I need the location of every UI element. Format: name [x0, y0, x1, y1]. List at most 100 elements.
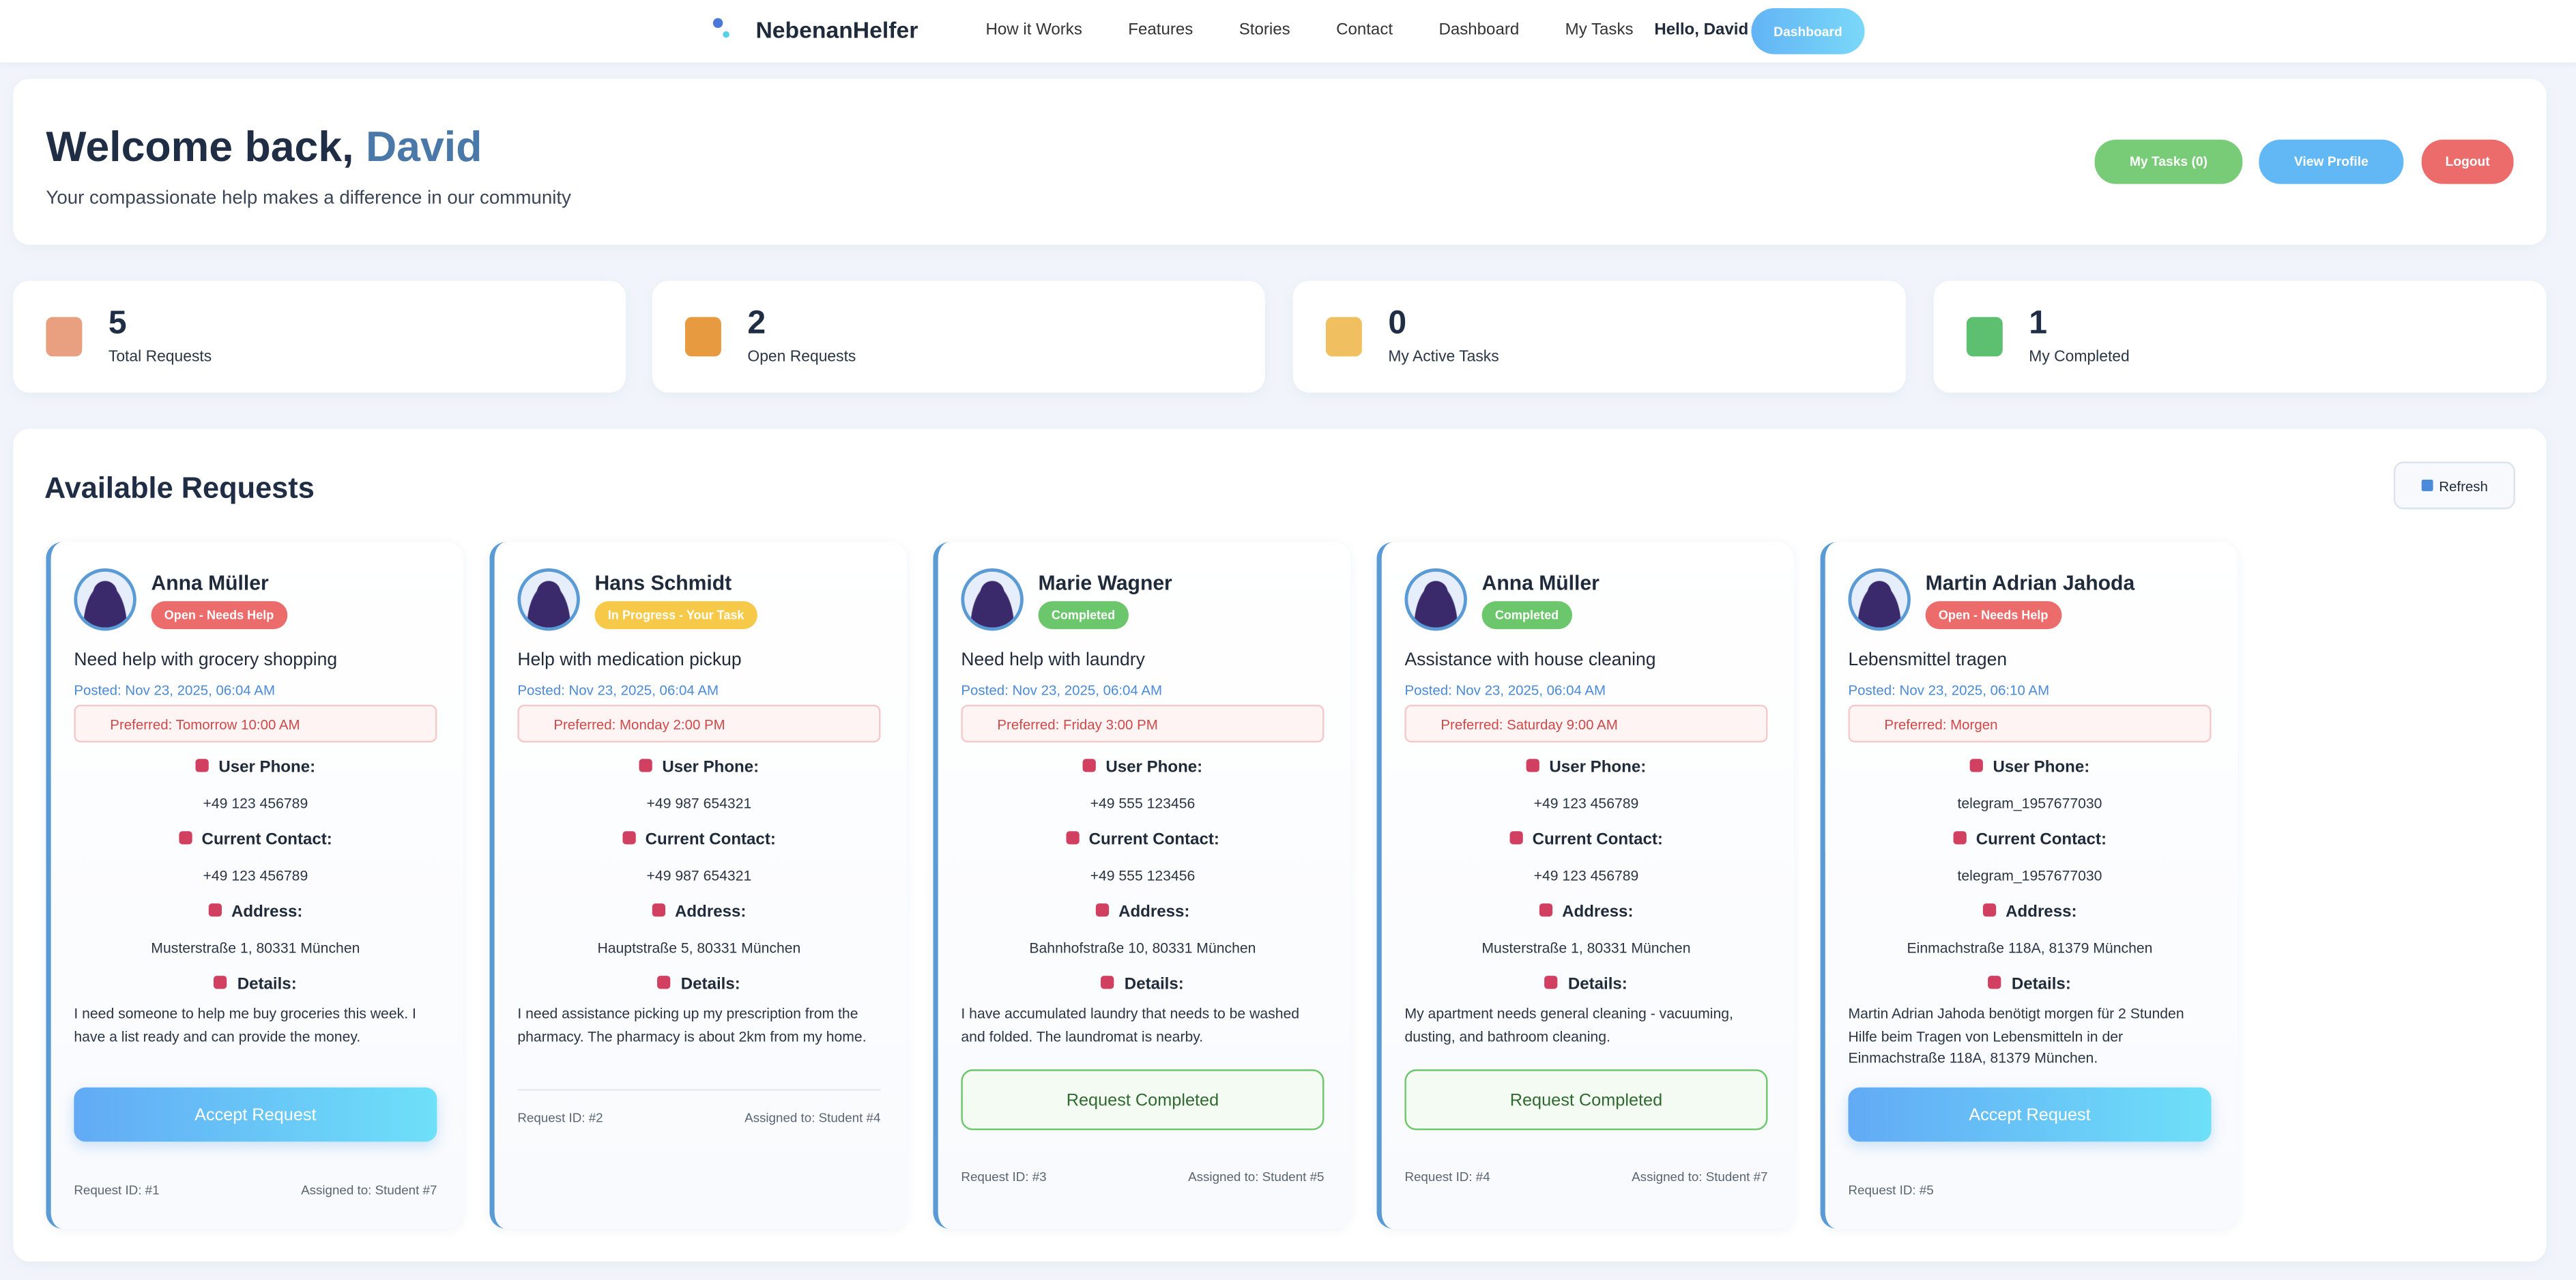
- field-value: Musterstraße 1, 80331 München: [1481, 940, 1691, 957]
- field-label: Details:: [1848, 976, 2211, 995]
- request-title: Help with medication pickup: [517, 650, 742, 671]
- request-id: Request ID: #4: [1404, 1169, 1490, 1184]
- divider: [517, 1089, 881, 1091]
- welcome-text: Welcome back,: [46, 121, 354, 171]
- avatar: [74, 568, 136, 631]
- stat-label: Total Requests: [108, 348, 212, 366]
- stat-card: 0 My Active Tasks: [1292, 280, 1906, 393]
- nav-link[interactable]: Stories: [1239, 21, 1290, 40]
- field-value: Bahnhofstraße 10, 80331 München: [1029, 940, 1256, 957]
- field-label: User Phone:: [1848, 759, 2211, 779]
- posted-date: Posted: Nov 23, 2025, 06:04 AM: [1404, 682, 1606, 699]
- requester-name: Marie Wagner: [1038, 570, 1172, 594]
- request-id: Request ID: #1: [74, 1182, 160, 1198]
- request-id: Request ID: #3: [961, 1169, 1047, 1184]
- field-label: Address:: [517, 903, 880, 923]
- request-card: Hans Schmidt In Progress - Your Task Help …: [489, 542, 907, 1229]
- nav-link[interactable]: Features: [1128, 21, 1193, 40]
- requester-name: Martin Adrian Jahoda: [1925, 570, 2135, 594]
- stat-value: 2: [747, 305, 766, 342]
- request-title: Need help with laundry: [961, 650, 1145, 671]
- field-value: +49 123 456789: [1533, 795, 1639, 812]
- stat-label: Open Requests: [747, 348, 856, 366]
- welcome-panel: Welcome back, David Your compassionate h…: [13, 78, 2547, 245]
- request-id: Request ID: #5: [1848, 1182, 1934, 1198]
- request-card: Anna Müller Open - Needs Help Need help wi…: [46, 542, 463, 1229]
- field-label: User Phone:: [961, 759, 1324, 779]
- nav-links: How it Works Features Stories Contact Dashbo…: [986, 21, 1679, 39]
- refresh-button[interactable]: Refresh: [2393, 461, 2515, 510]
- field-value: +49 555 123456: [1090, 867, 1196, 884]
- accept-button[interactable]: Accept Request: [74, 1087, 437, 1142]
- details-text: My apartment needs general cleaning - va…: [1404, 1005, 1733, 1044]
- stat-card: 2 Open Requests: [652, 280, 1265, 393]
- greeting: Hello, David: [1654, 21, 1749, 40]
- field-label: Current Contact:: [961, 831, 1324, 851]
- field-label: Current Contact:: [517, 831, 880, 851]
- details-text: I need assistance picking up my prescrip…: [517, 1005, 867, 1044]
- status-badge: In Progress - Your Task: [594, 600, 757, 628]
- user-name: David: [365, 121, 482, 171]
- name-block: Martin Adrian Jahoda Open - Needs Help: [1925, 570, 2135, 628]
- requester-name: Hans Schmidt: [594, 570, 732, 594]
- status-badge: Open - Needs Help: [151, 600, 287, 628]
- welcome-title: Welcome back, David: [46, 121, 482, 173]
- logout-button[interactable]: Logout: [2421, 139, 2514, 184]
- accept-button[interactable]: Accept Request: [1848, 1087, 2212, 1142]
- assigned-to: Assigned to: Student #5: [1188, 1169, 1325, 1184]
- completed-status: Request Completed: [961, 1069, 1325, 1131]
- field-value: Musterstraße 1, 80331 München: [151, 940, 360, 957]
- status-badge: Completed: [1481, 600, 1572, 628]
- avatar: [517, 568, 580, 631]
- assigned-to: Assigned to: Student #7: [301, 1182, 437, 1198]
- subtitle: Your compassionate help makes a differen…: [46, 188, 571, 209]
- logo-dot: [712, 18, 723, 28]
- name-block: Marie Wagner Completed: [1038, 570, 1172, 628]
- preferred-time: Preferred: Friday 3:00 PM: [961, 704, 1325, 743]
- view-profile-button[interactable]: View Profile: [2259, 139, 2404, 184]
- status-badge: Completed: [1038, 600, 1129, 628]
- stat-label: My Completed: [2029, 348, 2130, 366]
- field-label: Details:: [74, 976, 437, 995]
- nav-link[interactable]: My Tasks: [1565, 21, 1634, 40]
- field-label: User Phone:: [74, 759, 437, 779]
- status-badge: Open - Needs Help: [1925, 600, 2061, 628]
- name-block: Anna Müller Open - Needs Help: [151, 571, 287, 628]
- field-value: +49 123 456789: [1533, 867, 1639, 884]
- my-tasks-button[interactable]: My Tasks (0): [2094, 139, 2243, 184]
- card-list: Anna Müller Open - Needs Help Need help wi…: [46, 542, 2238, 1229]
- nav-link[interactable]: How it Works: [985, 21, 1082, 40]
- refresh-icon: [2420, 479, 2433, 491]
- card-header: Martin Adrian Jahoda Open - Needs Help: [1848, 568, 2211, 631]
- stat-value: 0: [1388, 305, 1407, 342]
- card-footer: Request ID: #5: [1848, 1182, 2211, 1197]
- stat-card: 5 Total Requests: [13, 280, 626, 393]
- field-value: +49 123 456789: [203, 795, 308, 812]
- dashboard-button[interactable]: Dashboard: [1751, 8, 1865, 55]
- refresh-label: Refresh: [2439, 477, 2488, 494]
- nav-link[interactable]: Dashboard: [1438, 21, 1520, 40]
- details-text: Martin Adrian Jahoda benötigt morgen für…: [1848, 1005, 2184, 1066]
- requests-panel: Available Requests Refresh Anna Müller Op…: [13, 428, 2547, 1262]
- assigned-to: Assigned to: Student #7: [1632, 1169, 1768, 1184]
- stat-icon: [46, 317, 83, 357]
- request-id: Request ID: #2: [517, 1110, 603, 1126]
- field-value: +49 123 456789: [203, 867, 308, 884]
- card-footer: Request ID: #3 Assigned to: Student #5: [961, 1169, 1324, 1184]
- nav-link[interactable]: Contact: [1336, 21, 1393, 40]
- stat-value: 1: [2029, 305, 2048, 342]
- stat-icon: [1966, 317, 2003, 357]
- brand[interactable]: NebenanHelfer: [755, 16, 918, 43]
- posted-date: Posted: Nov 23, 2025, 06:04 AM: [517, 682, 719, 699]
- field-label: User Phone:: [517, 759, 880, 779]
- logo-dot: [723, 31, 729, 38]
- navbar: NebenanHelfer How it Works Features Storie…: [0, 0, 2576, 63]
- field-label: Current Contact:: [1848, 831, 2211, 851]
- request-title: Assistance with house cleaning: [1404, 650, 1656, 671]
- posted-date: Posted: Nov 23, 2025, 06:10 AM: [1848, 682, 2050, 699]
- request-title: Need help with grocery shopping: [74, 650, 338, 671]
- field-value: +49 987 654321: [646, 795, 752, 812]
- card-footer: Request ID: #4 Assigned to: Student #7: [1404, 1169, 1767, 1184]
- request-title: Lebensmittel tragen: [1848, 650, 2008, 671]
